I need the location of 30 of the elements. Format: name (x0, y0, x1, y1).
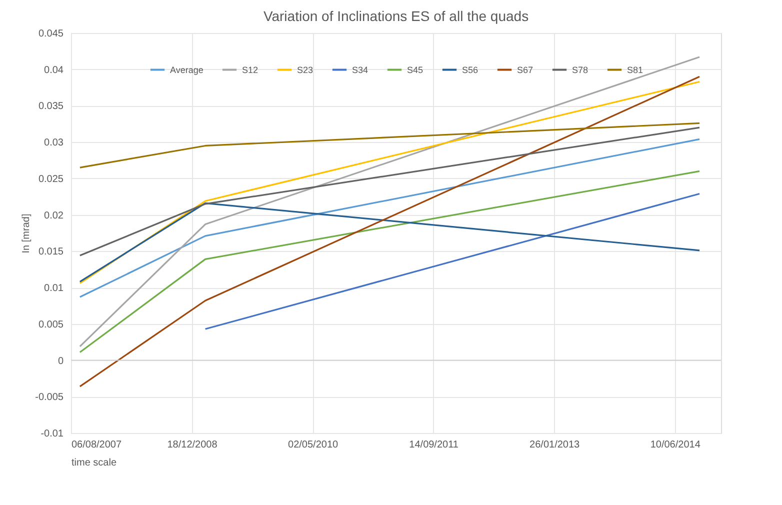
x-tick-label: 02/05/2010 (288, 440, 338, 450)
x-tick-label: 14/09/2011 (409, 440, 459, 450)
y-tick-label: 0.015 (38, 246, 64, 258)
legend-label: S23 (297, 64, 314, 75)
y-tick-label: 0.02 (44, 210, 64, 222)
x-axis-title: time scale (72, 458, 117, 468)
x-tick-label: 18/12/2008 (167, 440, 218, 450)
legend-label: S67 (517, 64, 534, 75)
legend-label: S81 (627, 64, 644, 75)
y-axis-title: In [mrad] (21, 214, 32, 254)
y-tick-label: 0.03 (44, 138, 64, 149)
y-tick-label: -0.01 (40, 428, 64, 440)
y-tick-label: 0 (58, 356, 64, 367)
legend-label: S34 (352, 64, 368, 75)
y-tick-label: -0.005 (35, 392, 64, 404)
y-tick-label: 0.025 (38, 174, 64, 185)
legend-label: Average (170, 64, 204, 75)
y-tick-label: 0.035 (38, 101, 64, 112)
legend-label: S56 (462, 64, 478, 75)
legend-label: S12 (242, 64, 258, 75)
legend-label: S78 (572, 64, 588, 75)
x-tick-label: 10/06/2014 (650, 440, 701, 450)
y-tick-label: 0.005 (38, 319, 64, 330)
x-tick-label: 06/08/2007 (72, 440, 122, 450)
x-tick-label: 26/01/2013 (530, 440, 580, 450)
chart-title: Variation of Inclinations ES of all the quads (263, 8, 529, 24)
legend-label: S45 (407, 64, 424, 75)
y-tick-label: 0.01 (44, 283, 64, 294)
y-tick-label: 0.04 (44, 64, 64, 76)
y-tick-label: 0.045 (38, 28, 64, 40)
